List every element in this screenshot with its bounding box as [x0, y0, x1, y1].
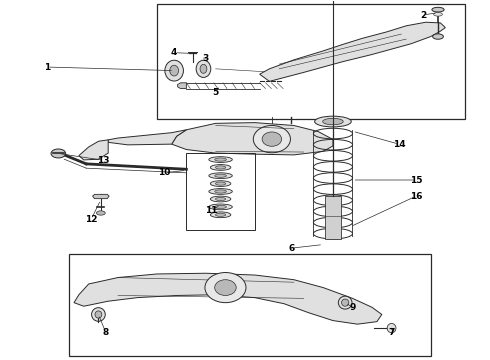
Ellipse shape	[210, 196, 231, 202]
Polygon shape	[177, 83, 186, 89]
Ellipse shape	[209, 173, 232, 179]
Text: 14: 14	[392, 140, 405, 149]
Ellipse shape	[210, 212, 231, 218]
Polygon shape	[93, 194, 109, 199]
Text: 2: 2	[420, 10, 426, 19]
Polygon shape	[172, 123, 333, 155]
Ellipse shape	[432, 7, 444, 12]
Text: 16: 16	[410, 192, 422, 201]
Ellipse shape	[209, 189, 232, 194]
Ellipse shape	[200, 64, 207, 73]
Ellipse shape	[216, 182, 226, 185]
Polygon shape	[74, 273, 382, 324]
Circle shape	[262, 132, 282, 146]
Bar	[186, 153, 255, 230]
Ellipse shape	[210, 165, 231, 170]
Ellipse shape	[323, 118, 343, 125]
Text: 9: 9	[349, 303, 356, 312]
Ellipse shape	[97, 211, 105, 215]
Ellipse shape	[433, 34, 443, 39]
Text: 13: 13	[97, 156, 110, 165]
Polygon shape	[79, 140, 108, 160]
Ellipse shape	[196, 60, 211, 77]
Text: 5: 5	[213, 87, 219, 96]
Ellipse shape	[216, 166, 226, 169]
Ellipse shape	[209, 204, 232, 210]
Text: 12: 12	[85, 215, 98, 224]
Text: 4: 4	[171, 48, 177, 57]
Ellipse shape	[215, 174, 226, 177]
Ellipse shape	[170, 65, 178, 76]
Ellipse shape	[215, 190, 226, 193]
Ellipse shape	[51, 149, 66, 158]
Polygon shape	[260, 22, 445, 81]
Circle shape	[215, 280, 236, 296]
Polygon shape	[108, 130, 186, 145]
Text: 6: 6	[288, 244, 294, 253]
Ellipse shape	[338, 296, 352, 309]
Text: 10: 10	[158, 168, 171, 177]
Text: 3: 3	[203, 54, 209, 63]
Ellipse shape	[92, 308, 105, 321]
Text: 7: 7	[389, 328, 395, 337]
Ellipse shape	[216, 197, 226, 201]
Circle shape	[253, 126, 291, 153]
Ellipse shape	[216, 213, 226, 216]
Ellipse shape	[387, 323, 396, 333]
Ellipse shape	[342, 299, 349, 306]
Ellipse shape	[215, 158, 226, 161]
Ellipse shape	[209, 157, 232, 162]
Ellipse shape	[215, 205, 226, 208]
Text: 1: 1	[44, 63, 50, 72]
Bar	[157, 4, 465, 119]
Ellipse shape	[315, 116, 351, 127]
Text: 8: 8	[102, 328, 109, 337]
Circle shape	[205, 273, 246, 303]
Ellipse shape	[165, 60, 183, 81]
Ellipse shape	[95, 311, 102, 318]
Bar	[69, 253, 431, 356]
Text: 15: 15	[410, 176, 422, 185]
Ellipse shape	[210, 181, 231, 186]
Ellipse shape	[434, 13, 442, 16]
Text: 11: 11	[204, 206, 217, 215]
Bar	[325, 196, 341, 239]
